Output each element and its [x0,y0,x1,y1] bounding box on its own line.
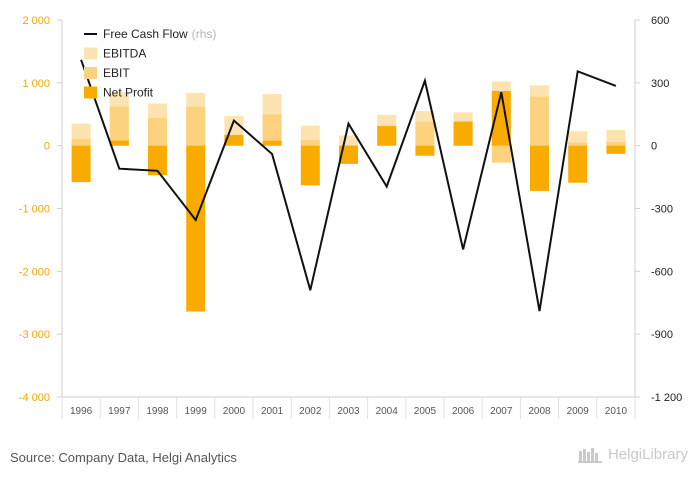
y-right-tick-label: -900 [651,329,673,341]
bar-net-profit [568,145,588,183]
line-free-cash-flow [80,59,617,312]
y-left-tick-label: -3 000 [19,329,50,341]
bar-net-profit [186,145,206,312]
x-tick-label: 2006 [452,406,475,417]
bar-ebit [491,145,511,163]
bar-ebit [606,141,626,146]
legend-swatch [84,47,97,60]
y-right-tick-label: -1 200 [651,392,682,404]
brand-logo: HelgiLibrary [577,446,688,463]
bar-ebitda [606,129,626,146]
legend-swatch [84,67,97,79]
bar-ebit [148,118,167,146]
legend-label: EBITDA [103,47,146,61]
bar-net-profit [415,145,435,156]
chart-svg: 2 000 1 000 0 -1 000 -2 000 -3 000 -4 000 600 30… [19,15,682,419]
y-left-tick-label: -4 000 [19,392,50,404]
x-tick-label: 2004 [376,406,399,417]
x-tick-label: 2010 [605,406,628,417]
bar-net-profit [262,140,282,146]
bar-net-profit [377,126,397,146]
brand-name: HelgiLibrary [607,446,688,463]
x-tick-label: 2001 [261,406,284,417]
source-text: Source: Company Data, Helgi Analytics [10,450,237,465]
y-left-tick-label: -2 000 [19,266,50,278]
y-left-tick-label: 0 [44,141,50,153]
bar-net-profit [109,140,129,146]
bar-net-profit [339,145,358,164]
x-tick-label: 1999 [185,406,208,417]
x-tick-label: 1998 [146,406,169,417]
bar-ebit [109,106,129,146]
bar-net-profit [71,145,91,183]
bar-net-profit [300,145,320,186]
y-left-tick-label: 1 000 [22,78,50,90]
legend-suffix: (rhs) [192,27,217,41]
bar-net-profit [453,121,473,146]
legend-label: EBIT [103,66,130,80]
bar-ebit [186,106,206,146]
x-tick-label: 2003 [337,406,360,417]
bar-net-profit [224,134,244,146]
legend-swatch [84,86,97,99]
x-tick-label: 1997 [108,406,131,417]
x-tick-label: 2005 [414,406,437,417]
y-right-tick-label: 300 [651,78,669,90]
y-right-tick-label: 600 [651,15,669,27]
legend-label: Free Cash Flow (rhs) [103,27,216,41]
y-right-tick-label: -600 [651,266,673,278]
bar-net-profit [148,145,167,176]
x-tick-label: 2000 [223,406,246,417]
bar-net-profit [491,91,511,146]
bar-ebit [300,140,320,146]
bar-ebit [71,138,91,146]
y-left-tick-label: 2 000 [22,15,50,27]
bar-ebit [415,121,435,146]
bar-net-profit [530,145,549,191]
legend-label: Net Profit [103,86,154,100]
bar-ebit [530,96,549,146]
library-icon [577,447,602,463]
bar-ebit [262,114,282,146]
bar-ebit [568,142,588,146]
x-tick-label: 2008 [528,406,551,417]
x-tick-label: 2007 [490,406,513,417]
x-tick-label: 2009 [567,406,590,417]
y-right-tick-label: 0 [651,141,657,153]
y-right-tick-label: -300 [651,204,673,216]
bar-ebitda [339,135,358,146]
bar-ebitda [568,131,588,146]
x-tick-label: 2002 [299,406,322,417]
y-left-tick-label: -1 000 [19,204,50,216]
x-tick-label: 1996 [70,406,93,417]
bar-net-profit [606,145,626,154]
